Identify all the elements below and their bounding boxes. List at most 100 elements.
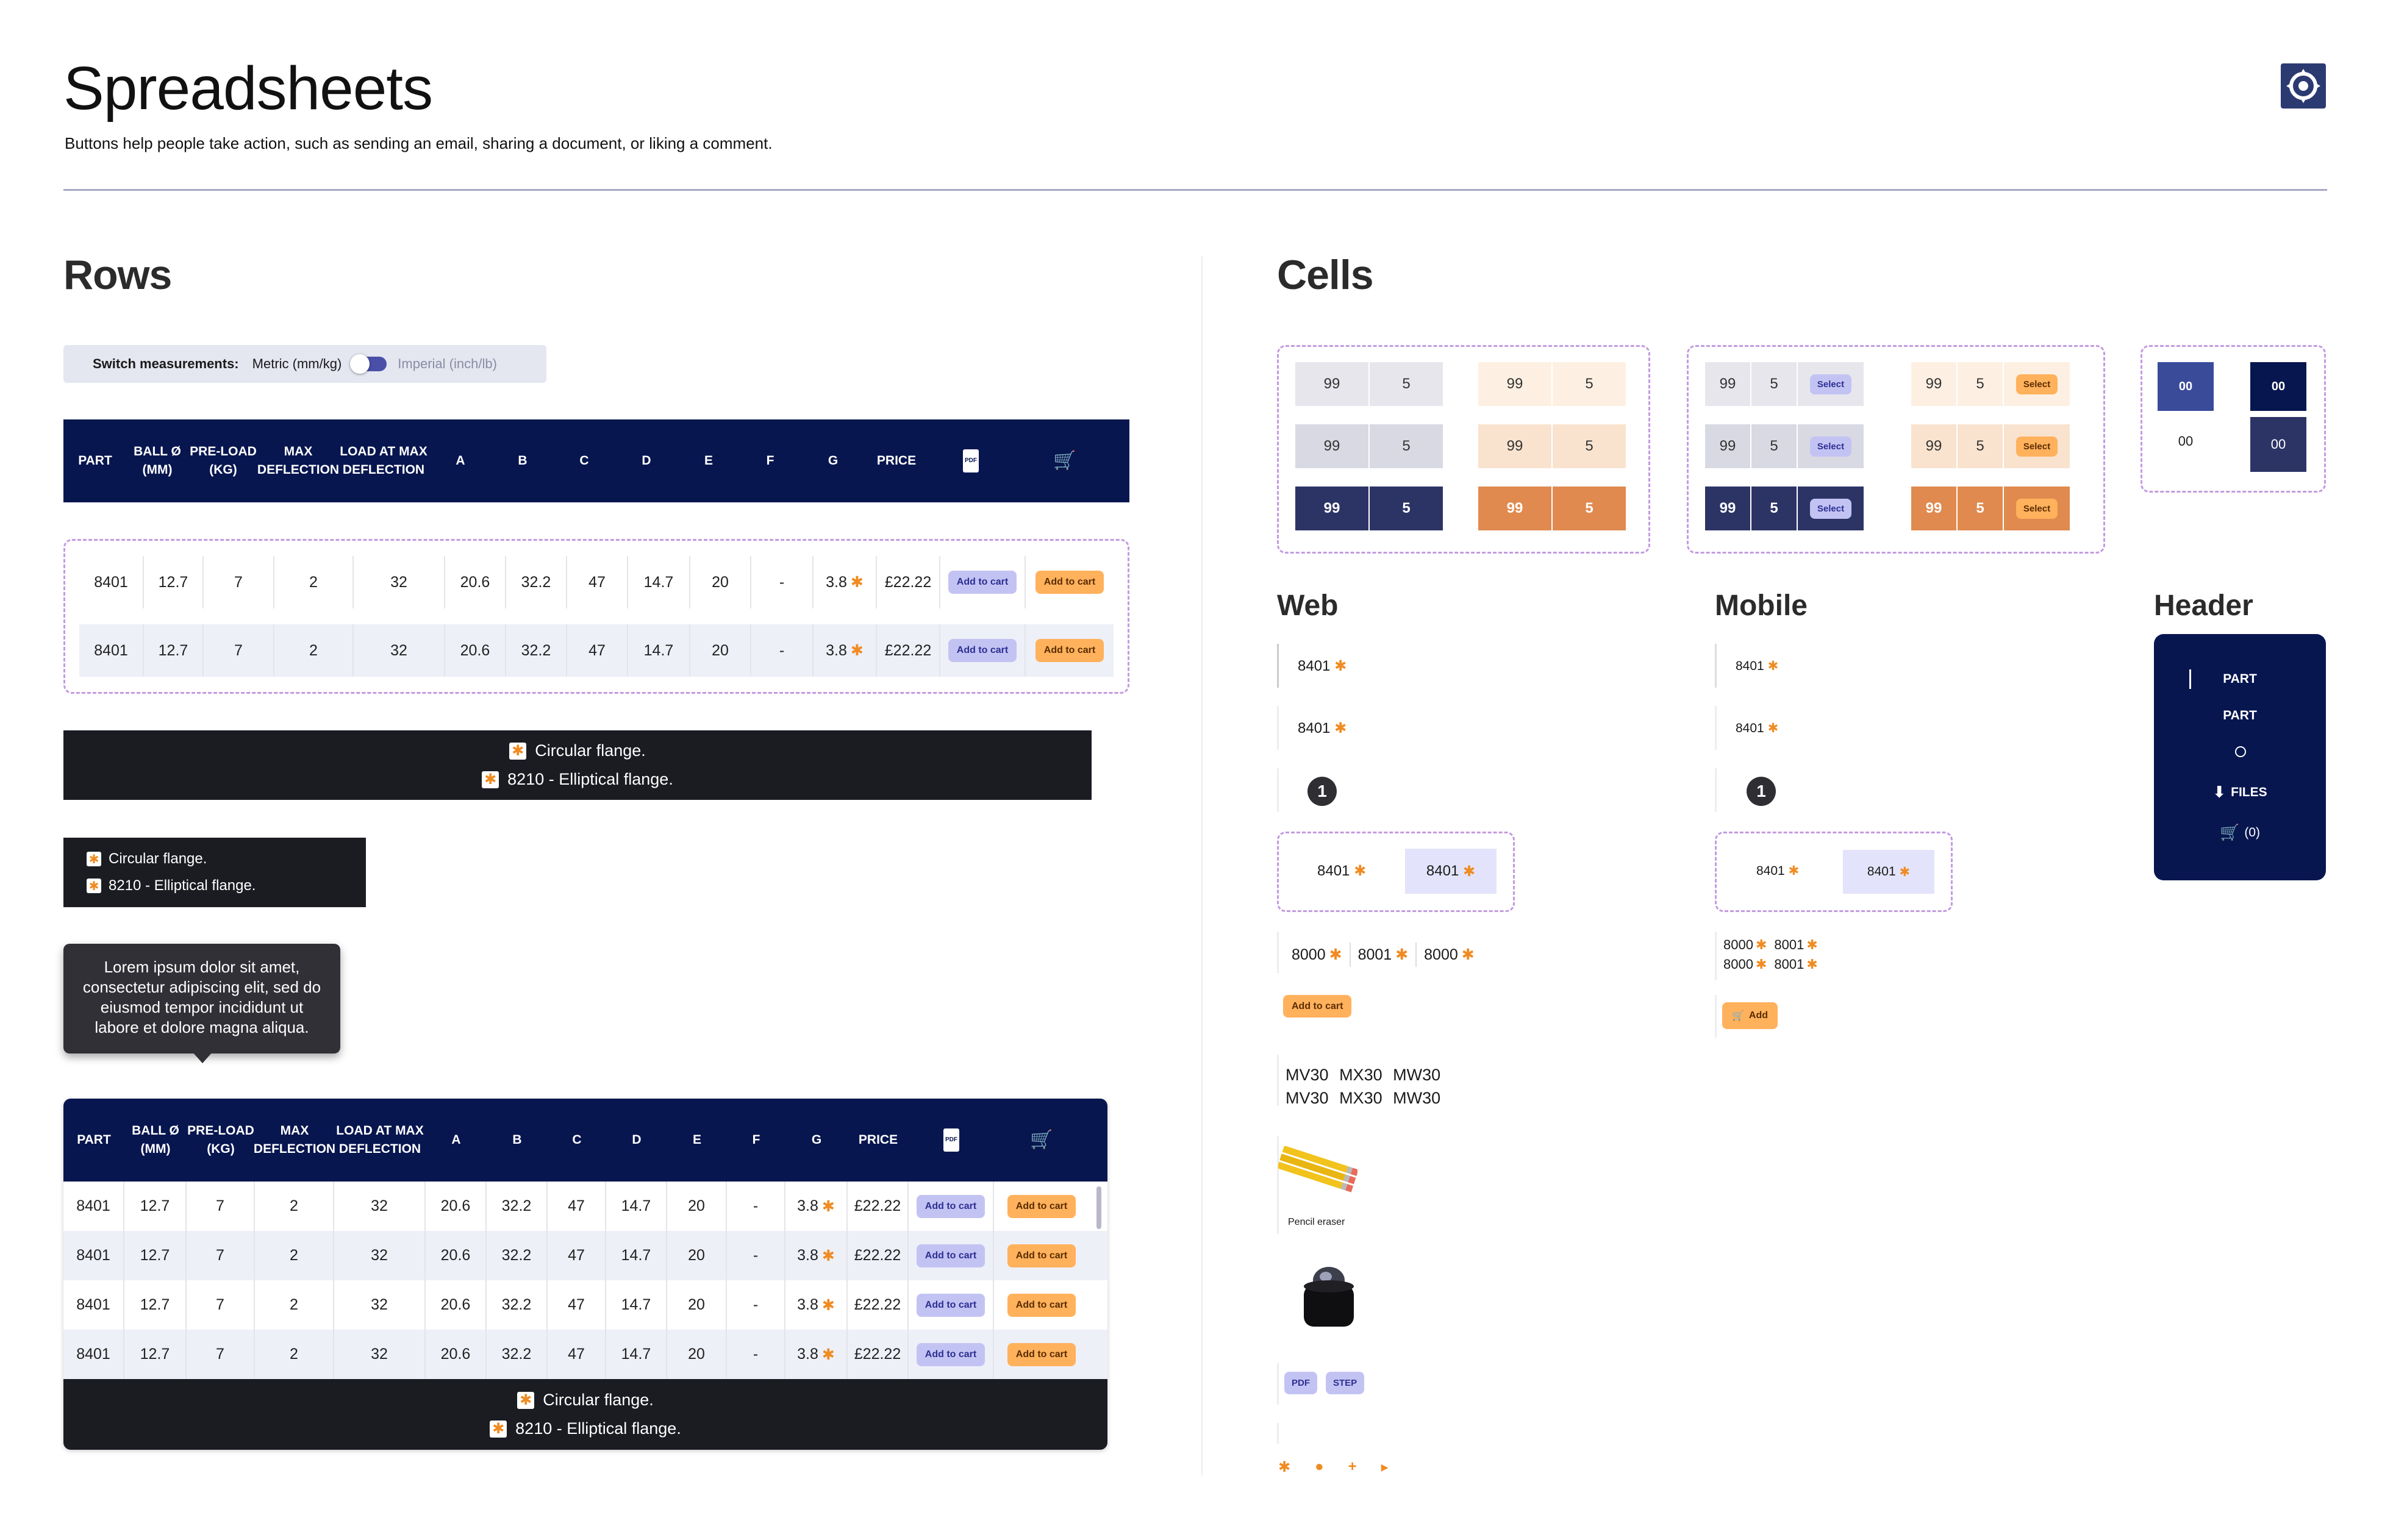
cell-f: -	[751, 556, 814, 608]
col-e[interactable]: E	[692, 1133, 701, 1147]
part-number: 8401	[1736, 659, 1764, 673]
qty-cell[interactable]: 99	[1478, 424, 1551, 468]
num-cell[interactable]: 5	[1370, 362, 1443, 406]
qty-cell[interactable]: 99	[1705, 487, 1750, 530]
qty-cell[interactable]: 99	[1295, 424, 1368, 468]
pdf-button[interactable]: PDF	[1284, 1372, 1317, 1394]
table-row[interactable]: 8401 12.7 7 2 32 20.6 32.2 47 14.7 20 - …	[79, 556, 1114, 608]
col-c[interactable]: C	[572, 1133, 582, 1147]
qty-cell[interactable]: 99	[1911, 487, 1956, 530]
radio-icon[interactable]	[2235, 746, 2246, 757]
col-maxdef[interactable]: MAX DEFLECTION	[253, 1124, 336, 1156]
col-ball[interactable]: BALL Ø (MM)	[134, 444, 181, 477]
header-cell-cart[interactable]: 🛒 (0)	[2154, 823, 2326, 842]
legend-item: ✱ Circular flange.	[509, 741, 646, 760]
select-button[interactable]: Select	[2015, 374, 2058, 394]
num-cell[interactable]: 5	[1751, 487, 1797, 530]
col-part[interactable]: PART	[77, 1133, 111, 1147]
add-to-cart-button[interactable]: Add to cart	[916, 1342, 985, 1366]
qty-cell[interactable]: 99	[1478, 487, 1551, 530]
table-row[interactable]: 8401 12.7 7 2 32 20.6 32.2 47 14.7 20-3.8 ✱ £22.22 A…	[63, 1231, 1107, 1280]
col-c[interactable]: C	[579, 454, 589, 468]
col-price[interactable]: PRICE	[876, 454, 917, 468]
col-b[interactable]: B	[518, 454, 528, 468]
part-cell-selected[interactable]: 8401 ✱	[1405, 849, 1497, 894]
select-button[interactable]: Select	[2015, 436, 2058, 457]
col-load[interactable]: LOAD AT MAX DEFLECTION	[336, 1124, 424, 1156]
qty-cell[interactable]: 99	[1295, 487, 1368, 530]
col-maxdef[interactable]: MAX DEFLECTION	[257, 444, 340, 477]
count-badge: 1	[1307, 777, 1337, 806]
col-ball[interactable]: BALL Ø (MM)	[132, 1124, 179, 1156]
add-to-cart-button[interactable]: Add to cart	[1007, 1293, 1076, 1317]
part-cell[interactable]: 8401 ✱	[1317, 862, 1366, 880]
select-button[interactable]: Select	[1809, 498, 1852, 519]
qty-cell[interactable]: 99	[1295, 362, 1368, 406]
cell-f: -	[727, 1182, 785, 1231]
header-cell-part[interactable]: PART	[2223, 672, 2257, 686]
select-button[interactable]: Select	[1809, 374, 1852, 394]
select-button[interactable]: Select	[1809, 436, 1852, 457]
add-to-cart-button[interactable]: Add to cart	[1007, 1244, 1076, 1267]
qty-cell[interactable]: 99	[1911, 362, 1956, 406]
add-to-cart-button[interactable]: Add to cart	[1035, 571, 1104, 594]
col-d[interactable]: D	[642, 454, 651, 468]
qty-cell[interactable]: 99	[1705, 362, 1750, 406]
qty-cell[interactable]: 99	[1705, 424, 1750, 468]
num-cell[interactable]: 5	[1958, 487, 2003, 530]
col-part[interactable]: PART	[78, 454, 112, 468]
num-cell[interactable]: 5	[1751, 424, 1797, 468]
table-row[interactable]: 8401 12.7 7 2 32 20.6 32.2 47 14.7 20 - …	[79, 624, 1114, 677]
table-row[interactable]: 8401 12.7 7 2 32 20.6 32.2 47 14.7 20-3.8 ✱ £22.22 A…	[63, 1330, 1107, 1379]
legend-label: 8210 - Elliptical flange.	[109, 877, 256, 894]
part-cell-selected[interactable]: 8401 ✱	[1843, 850, 1934, 894]
add-to-cart-button[interactable]: Add to cart	[1007, 1194, 1076, 1218]
num-cell[interactable]: 5	[1958, 362, 2003, 406]
scrollbar-thumb[interactable]	[1096, 1186, 1101, 1229]
add-to-cart-button[interactable]: Add to cart	[916, 1194, 985, 1218]
select-button[interactable]: Select	[2015, 498, 2058, 519]
col-e[interactable]: E	[704, 454, 713, 468]
col-d[interactable]: D	[632, 1133, 642, 1147]
col-a[interactable]: A	[456, 454, 465, 468]
header-cell-files[interactable]: ⬇ FILES	[2154, 783, 2326, 802]
qty-cell[interactable]: 99	[1478, 362, 1551, 406]
num-cell[interactable]: 5	[1958, 424, 2003, 468]
col-f[interactable]: F	[752, 1133, 760, 1147]
col-g[interactable]: G	[811, 1133, 822, 1147]
num-cell[interactable]: 5	[1553, 362, 1626, 406]
add-button[interactable]: 🛒 Add	[1722, 1002, 1778, 1029]
cell-zero-dark[interactable]: 00	[2250, 362, 2306, 411]
col-preload[interactable]: PRE-LOAD (KG)	[187, 1124, 254, 1156]
num-cell[interactable]: 5	[1370, 487, 1443, 530]
col-b[interactable]: B	[512, 1133, 522, 1147]
table-row[interactable]: 8401 12.7 7 2 32 20.6 32.2 47 14.7 20-3.8 ✱ £22.22 A…	[63, 1280, 1107, 1330]
add-to-cart-button[interactable]: Add to cart	[1007, 1342, 1076, 1366]
step-button[interactable]: STEP	[1326, 1372, 1365, 1394]
num-cell[interactable]: 5	[1370, 424, 1443, 468]
add-to-cart-button[interactable]: Add to cart	[916, 1244, 985, 1267]
table-row[interactable]: 8401 12.7 7 2 32 20.6 32.2 47 14.7 20-3.8 ✱ £22.22 A…	[63, 1182, 1107, 1231]
col-load[interactable]: LOAD AT MAX DEFLECTION	[340, 444, 427, 477]
num-cell[interactable]: 5	[1553, 487, 1626, 530]
col-price[interactable]: PRICE	[858, 1133, 898, 1147]
add-to-cart-button[interactable]: Add to cart	[1035, 639, 1104, 662]
col-f[interactable]: F	[766, 454, 774, 468]
part-cell[interactable]: 8401 ✱	[1756, 863, 1799, 879]
cell-zero[interactable]: 00	[2178, 433, 2194, 449]
cell-zero-dark-alt[interactable]: 00	[2250, 417, 2306, 472]
col-preload[interactable]: PRE-LOAD (KG)	[190, 444, 257, 477]
add-to-cart-button[interactable]: Add to cart	[1283, 995, 1352, 1018]
measurement-toggle[interactable]	[350, 354, 387, 374]
header-cell-part[interactable]: PART	[2223, 708, 2257, 722]
col-a[interactable]: A	[451, 1133, 461, 1147]
column-resize-handle[interactable]	[2189, 669, 2191, 689]
cell-zero-selected[interactable]: 00	[2158, 362, 2214, 411]
num-cell[interactable]: 5	[1553, 424, 1626, 468]
col-g[interactable]: G	[828, 454, 839, 468]
add-to-cart-button[interactable]: Add to cart	[916, 1293, 985, 1317]
num-cell[interactable]: 5	[1751, 362, 1797, 406]
qty-cell[interactable]: 99	[1911, 424, 1956, 468]
add-to-cart-button[interactable]: Add to cart	[948, 571, 1017, 594]
add-to-cart-button[interactable]: Add to cart	[948, 639, 1017, 662]
